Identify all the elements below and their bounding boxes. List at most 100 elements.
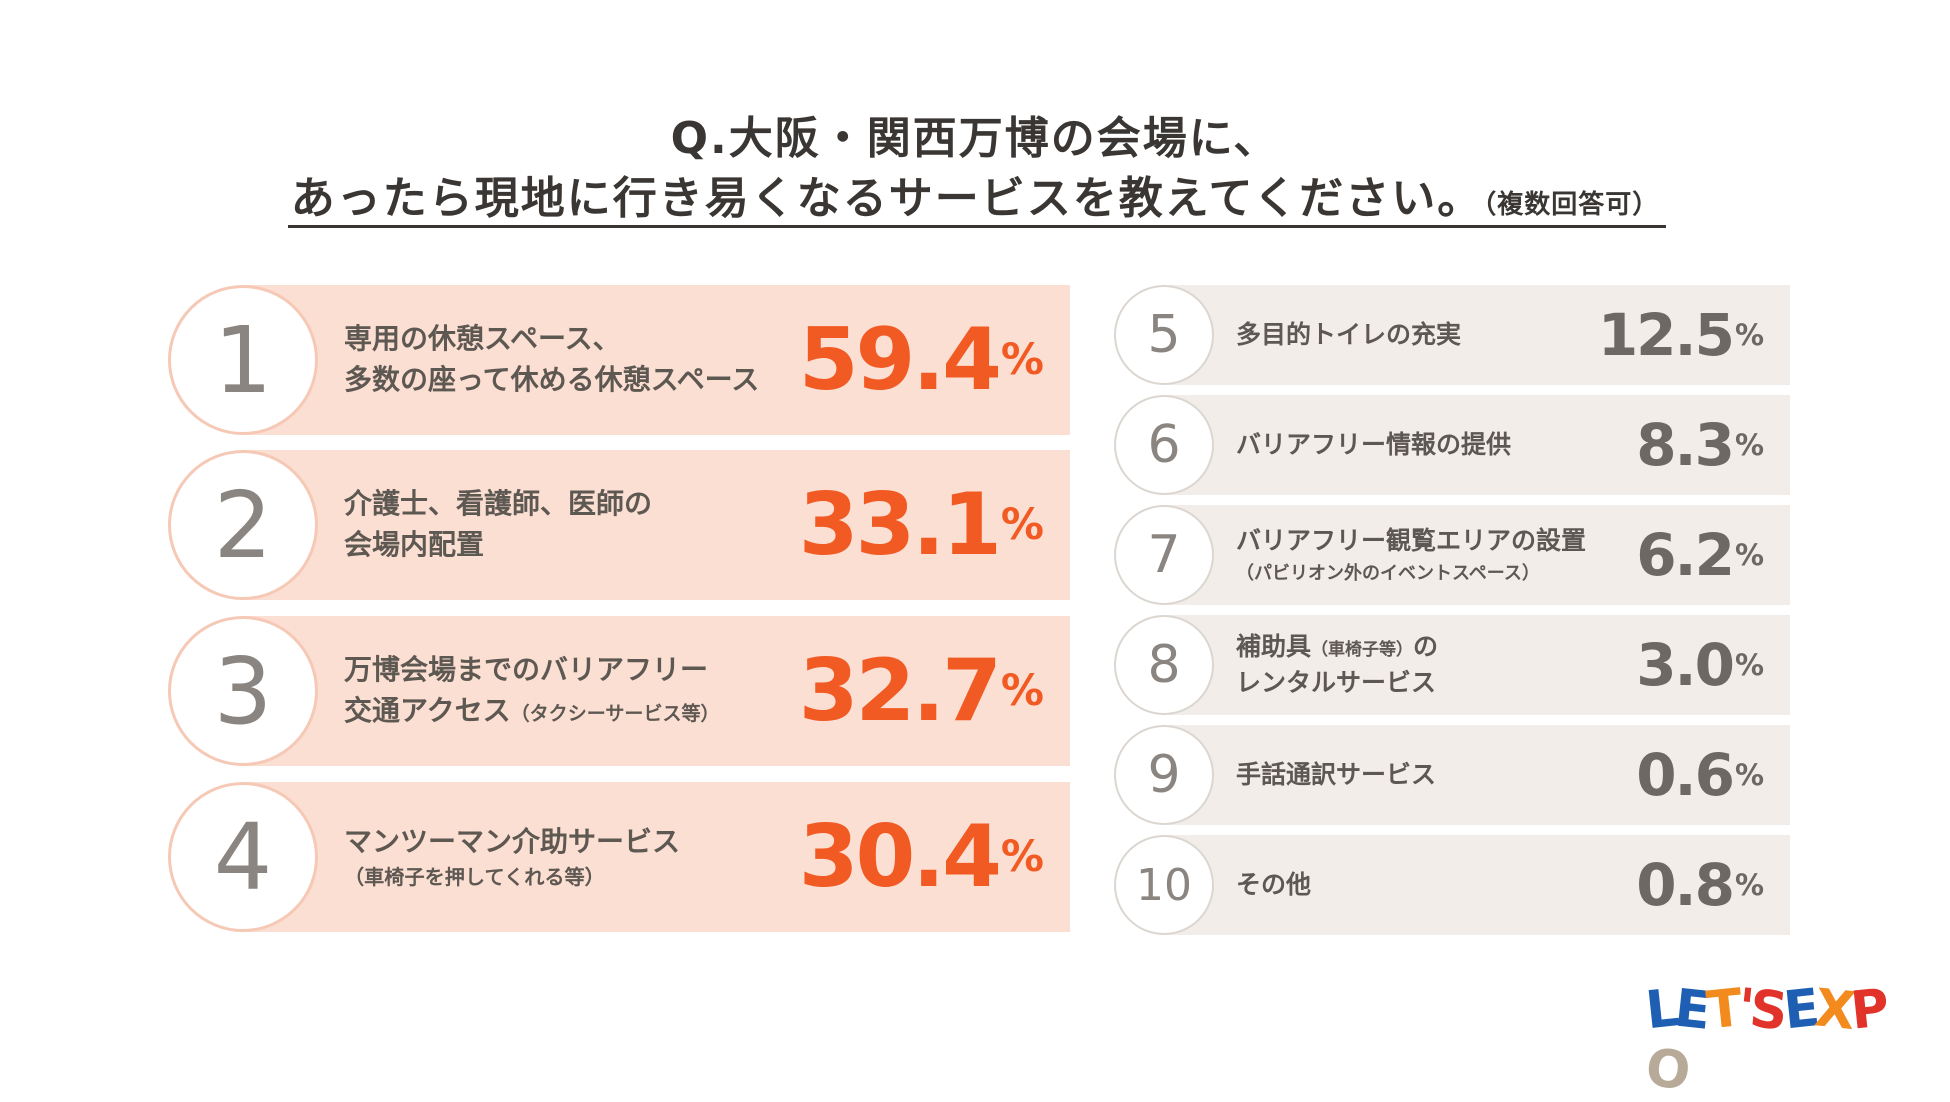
ranking-bar xyxy=(243,782,1070,932)
value-number: 59.4 xyxy=(798,310,1002,410)
value-number: 0.6 xyxy=(1636,741,1735,809)
ranking-label: バリアフリー情報の提供 xyxy=(1236,395,1511,495)
ranking-value: 33.1% xyxy=(799,450,1044,600)
value-unit: % xyxy=(1000,335,1044,385)
ranking-row-3: 3 万博会場までのバリアフリー 交通アクセス（タクシーサービス等） 32.7% xyxy=(168,616,1070,766)
ranking-row-1: 1 専用の休憩スペース、 多数の座って休める休憩スペース 59.4% xyxy=(168,285,1070,435)
logo-letter: 'S xyxy=(1735,977,1787,1043)
ranking-label: 補助具（車椅子等）の レンタルサービス xyxy=(1236,615,1438,715)
ranking-value: 30.4% xyxy=(799,782,1044,932)
ranking-bar xyxy=(243,616,1070,766)
value-unit: % xyxy=(1000,832,1044,882)
ranking-row-5: 5 多目的トイレの充実 12.5% xyxy=(1114,285,1790,385)
lets-expo-logo: LET'SEXPO xyxy=(1643,977,1889,1102)
ranking-label-line1: バリアフリー情報の提供 xyxy=(1236,429,1512,459)
ranking-bar xyxy=(243,285,1070,435)
ranking-label: 手話通訳サービス xyxy=(1236,725,1436,825)
ranking-row-2: 2 介護士、看護師、医師の 会場内配置 33.1% xyxy=(168,450,1070,600)
ranking-label-line1: 手話通訳サービス xyxy=(1236,759,1437,789)
ranking-value: 32.7% xyxy=(799,616,1044,766)
value-unit: % xyxy=(1734,538,1764,572)
ranking-label: 専用の休憩スペース、 多数の座って休める休憩スペース xyxy=(344,285,759,435)
logo-letter: O xyxy=(1642,1038,1690,1102)
ranking-label: 万博会場までのバリアフリー 交通アクセス（タクシーサービス等） xyxy=(344,616,720,766)
value-number: 33.1 xyxy=(798,475,1002,575)
ranking-label: バリアフリー観覧エリアの設置 （パビリオン外のイベントスペース） xyxy=(1236,505,1586,605)
logo-letter: P xyxy=(1848,978,1889,1042)
value-unit: % xyxy=(1734,758,1764,792)
ranking-label-line2: レンタルサービス xyxy=(1236,668,1437,697)
chart-title-line2: あったら現地に行き易くなるサービスを教えてください。（複数回答可） xyxy=(0,162,1950,226)
value-unit: % xyxy=(1734,318,1764,352)
ranking-row-8: 8 補助具（車椅子等）の レンタルサービス 3.0% xyxy=(1114,615,1790,715)
ranking-row-9: 9 手話通訳サービス 0.6% xyxy=(1114,725,1790,825)
value-number: 8.3 xyxy=(1636,411,1735,479)
ranking-label-line2-main: 交通アクセス xyxy=(344,694,511,727)
ranking-label: その他 xyxy=(1236,835,1311,935)
ranking-bar xyxy=(1164,725,1790,825)
ranking-label-line1: マンツーマン介助サービス xyxy=(344,824,681,858)
ranking-bar xyxy=(1164,835,1790,935)
ranking-value: 8.3% xyxy=(1636,395,1764,495)
ranking-value: 0.8% xyxy=(1636,835,1764,935)
rank-badge: 1 xyxy=(168,285,318,435)
rank-badge: 10 xyxy=(1114,835,1214,935)
ranking-label: 多目的トイレの充実 xyxy=(1236,285,1461,385)
ranking-label: 介護士、看護師、医師の 会場内配置 xyxy=(344,450,652,600)
value-number: 6.2 xyxy=(1636,521,1735,589)
ranking-label: マンツーマン介助サービス （車椅子を押してくれる等） xyxy=(344,782,680,932)
value-number: 12.5 xyxy=(1597,301,1735,369)
ranking-value: 6.2% xyxy=(1636,505,1764,605)
ranking-row-4: 4 マンツーマン介助サービス （車椅子を押してくれる等） 30.4% xyxy=(168,782,1070,932)
ranking-label-line1: 介護士、看護師、医師の xyxy=(344,487,653,521)
ranking-label-line1: バリアフリー観覧エリアの設置 xyxy=(1236,526,1587,556)
value-unit: % xyxy=(1734,428,1764,462)
ranking-value: 3.0% xyxy=(1636,615,1764,715)
chart-title-line1: Q.大阪・関西万博の会場に、 xyxy=(670,113,1280,164)
ranking-label-line1: 補助具（車椅子等）の xyxy=(1236,629,1438,665)
ranking-label-line2-note: （タクシーサービス等） xyxy=(510,703,720,725)
ranking-bar xyxy=(1164,505,1790,605)
ranking-label-line1-note: （車椅子等） xyxy=(1311,639,1414,660)
chart-title-note: （複数回答可） xyxy=(1483,190,1660,220)
rank-badge: 5 xyxy=(1114,285,1214,385)
value-unit: % xyxy=(1000,500,1044,550)
ranking-label-line1: 多目的トイレの充実 xyxy=(1236,319,1462,349)
ranking-label-line1: 万博会場までのバリアフリー xyxy=(344,653,709,687)
ranking-row-10: 10 その他 0.8% xyxy=(1114,835,1790,935)
value-number: 0.8 xyxy=(1636,851,1735,919)
ranking-value: 0.6% xyxy=(1636,725,1764,825)
value-number: 3.0 xyxy=(1636,631,1735,699)
rank-badge: 3 xyxy=(168,616,318,766)
rank-badge: 2 xyxy=(168,450,318,600)
rank-badge: 7 xyxy=(1114,505,1214,605)
ranking-label-line2: 多数の座って休める休憩スペース xyxy=(344,363,760,396)
rank-badge: 4 xyxy=(168,782,318,932)
ranking-bar xyxy=(1164,395,1790,495)
ranking-label-line1-main: 補助具 xyxy=(1236,631,1312,661)
ranking-label-line1: その他 xyxy=(1236,869,1312,899)
ranking-label-sub: （パビリオン外のイベントスペース） xyxy=(1236,562,1540,584)
ranking-label-line1-tail: の xyxy=(1413,631,1439,661)
value-number: 30.4 xyxy=(798,807,1002,907)
chart-title-question: あったら現地に行き易くなるサービスを教えてください。 xyxy=(290,173,1484,224)
rank-badge: 6 xyxy=(1114,395,1214,495)
ranking-label-sub: （車椅子を押してくれる等） xyxy=(344,865,605,890)
ranking-value: 59.4% xyxy=(799,285,1044,435)
title-underline xyxy=(288,225,1666,228)
value-number: 32.7 xyxy=(798,641,1002,741)
ranking-bar xyxy=(243,450,1070,600)
ranking-label-line2: 会場内配置 xyxy=(344,528,485,561)
ranking-value: 12.5% xyxy=(1598,285,1764,385)
value-unit: % xyxy=(1734,868,1764,902)
ranking-row-6: 6 バリアフリー情報の提供 8.3% xyxy=(1114,395,1790,495)
ranking-bar xyxy=(1164,285,1790,385)
value-unit: % xyxy=(1734,648,1764,682)
ranking-label-line2: 交通アクセス（タクシーサービス等） xyxy=(344,691,720,732)
ranking-row-7: 7 バリアフリー観覧エリアの設置 （パビリオン外のイベントスペース） 6.2% xyxy=(1114,505,1790,605)
value-unit: % xyxy=(1000,666,1044,716)
rank-badge: 9 xyxy=(1114,725,1214,825)
ranking-label-line1: 専用の休憩スペース、 xyxy=(344,322,621,356)
ranking-bar xyxy=(1164,615,1790,715)
rank-badge: 8 xyxy=(1114,615,1214,715)
